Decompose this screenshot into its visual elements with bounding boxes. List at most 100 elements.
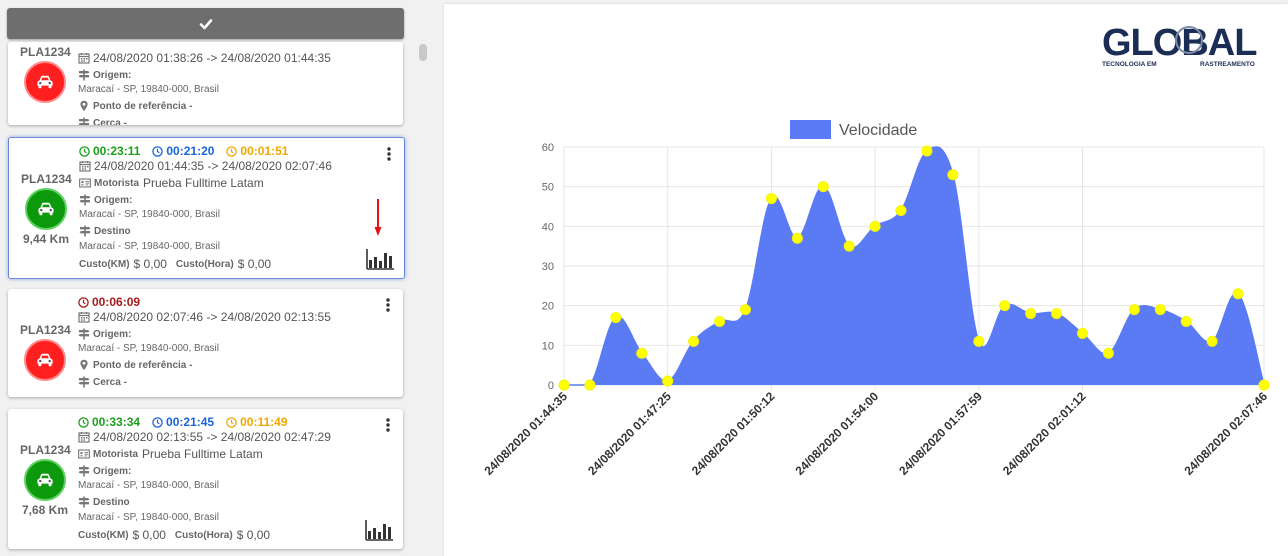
confirm-button[interactable] (7, 8, 404, 39)
fence-label: Cerca - (93, 376, 127, 388)
cost-km-label: Custo(KM) (79, 258, 130, 270)
trip-card[interactable]: PLA1234 00:06:09 24/08/2020 02:07:46 -> 24… (8, 289, 403, 397)
data-point[interactable] (791, 232, 803, 244)
data-point[interactable] (1232, 288, 1244, 300)
data-point[interactable] (817, 181, 829, 193)
speed-chart-icon[interactable] (366, 248, 394, 270)
card-row: Destino (79, 225, 131, 237)
driver-id-icon (78, 448, 90, 460)
destination-label: Destino (94, 225, 131, 237)
data-point[interactable] (1154, 304, 1166, 316)
data-point[interactable] (921, 145, 933, 157)
clock-icon (78, 296, 92, 308)
data-point[interactable] (714, 316, 726, 328)
data-point[interactable] (1180, 316, 1192, 328)
reference-point-label: Ponto de referência - (93, 359, 193, 371)
map-pin-icon (78, 359, 90, 371)
trip-distance: 9,44 Km (22, 232, 70, 246)
data-point[interactable] (662, 375, 674, 387)
data-point[interactable] (1206, 335, 1218, 347)
more-options-icon[interactable] (385, 298, 391, 312)
trip-timers: 00:23:11 00:21:20 00:01:51 (79, 144, 288, 158)
data-point[interactable] (1258, 379, 1270, 391)
card-row: Maracaí - SP, 19840-000, Brasil (78, 480, 219, 491)
card-row: Cerca - (78, 376, 127, 388)
origin-label: Origem: (93, 465, 132, 477)
calendar-icon (78, 311, 90, 323)
logo-tagline-right: RASTREAMENTO (1200, 61, 1255, 68)
data-point[interactable] (610, 312, 622, 324)
chart-legend[interactable]: Velocidade (790, 120, 917, 139)
timer-dred: 00:06:09 (78, 295, 140, 309)
card-row: 24/08/2020 02:13:55 -> 24/08/2020 02:47:… (78, 430, 331, 444)
cost-km-label: Custo(KM) (78, 529, 129, 541)
data-point[interactable] (584, 379, 596, 391)
signpost-icon (78, 328, 90, 340)
clock-icon (226, 145, 240, 157)
data-point[interactable] (1051, 308, 1063, 320)
red-arrow-icon (374, 199, 382, 237)
timer-orange: 00:11:49 (226, 415, 287, 429)
data-point[interactable] (1102, 347, 1114, 359)
more-options-icon[interactable] (386, 147, 392, 161)
cost-km-value: $ 0,00 (132, 528, 166, 542)
card-row: Destino (78, 496, 130, 508)
origin-label: Origem: (93, 328, 132, 340)
timer-green: 00:23:11 (79, 144, 140, 158)
trip-card[interactable]: PLA1234 7,68 Km 00:33:34 00:21:45 00:11:49 24… (8, 409, 403, 549)
timer-value: 00:06:09 (92, 295, 141, 309)
card-row: Origem: (79, 194, 132, 206)
trip-timers: 00:06:09 (78, 295, 140, 309)
calendar-icon (78, 431, 90, 443)
data-point[interactable] (999, 300, 1011, 312)
calendar-icon (79, 160, 91, 172)
fence-label: Cerca - (93, 117, 127, 126)
origin-address: Maracaí - SP, 19840-000, Brasil (78, 480, 220, 491)
data-point[interactable] (688, 335, 700, 347)
speed-area (564, 146, 1264, 385)
card-row: Origem: (78, 328, 131, 340)
data-point[interactable] (869, 220, 881, 232)
driver-id-icon (79, 177, 91, 189)
clock-icon (152, 416, 166, 428)
timer-orange: 00:01:51 (226, 144, 288, 158)
more-options-icon[interactable] (385, 418, 391, 432)
destination-address: Maracaí - SP, 19840-000, Brasil (78, 512, 220, 523)
card-row: Maracaí - SP, 19840-000, Brasil (78, 84, 219, 95)
origin-label: Origem: (93, 69, 132, 81)
trip-list-panel: PLA1234 24/08/2020 01:38:26 -> 24/08/2020… (0, 0, 440, 556)
signpost-icon (78, 117, 90, 125)
data-point[interactable] (947, 169, 959, 181)
signpost-icon (79, 225, 91, 237)
origin-address: Maracaí - SP, 19840-000, Brasil (78, 84, 220, 95)
card-row: Custo(KM) $ 0,00 Custo(Hora) $ 0,00 (78, 528, 279, 542)
data-point[interactable] (895, 204, 907, 216)
speed-chart-icon[interactable] (365, 519, 393, 541)
scrollbar-thumb[interactable] (419, 44, 427, 61)
car-icon (36, 473, 54, 487)
car-icon (36, 75, 54, 89)
vehicle-status-badge (24, 339, 66, 381)
y-tick-label: 30 (542, 261, 554, 273)
data-point[interactable] (973, 335, 985, 347)
trip-datetime: 24/08/2020 02:13:55 -> 24/08/2020 02:47:… (93, 430, 331, 444)
signpost-icon (78, 465, 90, 477)
data-point[interactable] (1025, 308, 1037, 320)
trip-card[interactable]: PLA1234 24/08/2020 01:38:26 -> 24/08/2020… (8, 42, 403, 125)
card-row: Maracaí - SP, 19840-000, Brasil (78, 512, 219, 523)
legend-label: Velocidade (839, 122, 917, 139)
data-point[interactable] (843, 240, 855, 252)
data-point[interactable] (636, 347, 648, 359)
vehicle-status-badge (24, 459, 66, 501)
data-point[interactable] (558, 379, 570, 391)
trip-distance: 7,68 Km (21, 503, 69, 517)
data-point[interactable] (765, 193, 777, 205)
data-point[interactable] (1077, 327, 1089, 339)
data-point[interactable] (739, 304, 751, 316)
driver-label: Motorista (94, 177, 139, 189)
trip-card[interactable]: PLA1234 9,44 Km 00:23:11 00:21:20 00:01:51 24… (8, 137, 405, 279)
card-row: Cerca - (78, 117, 127, 125)
cost-hour-label: Custo(Hora) (175, 258, 234, 270)
data-point[interactable] (1128, 304, 1140, 316)
